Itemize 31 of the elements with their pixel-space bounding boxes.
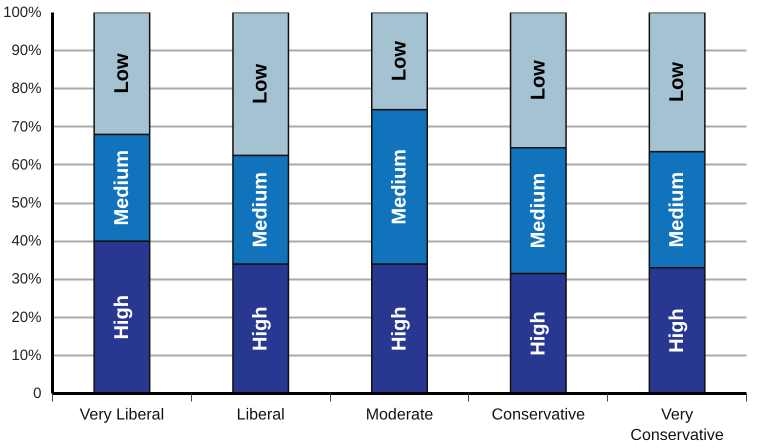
text: Low bbox=[250, 64, 272, 104]
y-tick-label: 70% bbox=[11, 118, 42, 136]
y-tick-label: 90% bbox=[11, 42, 42, 60]
x-tick-label: Conservative bbox=[492, 406, 586, 424]
text: Low bbox=[666, 62, 688, 102]
text: Medium bbox=[666, 172, 688, 248]
y-tick-label: 80% bbox=[11, 80, 42, 98]
text: High bbox=[666, 308, 688, 353]
y-tick-label: 50% bbox=[11, 194, 42, 212]
x-tick-label: Very Liberal bbox=[80, 406, 164, 424]
y-tick-label: 10% bbox=[11, 346, 42, 364]
y-tick-label: 30% bbox=[11, 270, 42, 288]
y-tick-label: 0 bbox=[33, 385, 42, 402]
text: Low bbox=[388, 41, 410, 82]
text: Medium bbox=[388, 149, 410, 225]
y-tick-label: 40% bbox=[11, 232, 42, 250]
series-label: Low bbox=[527, 60, 550, 100]
text: High bbox=[388, 306, 410, 351]
text: Medium bbox=[527, 172, 550, 248]
text: High bbox=[110, 295, 133, 340]
text: High bbox=[250, 306, 272, 351]
y-tick-label: 60% bbox=[11, 156, 42, 174]
series-label: High bbox=[527, 311, 550, 356]
series-label: Medium bbox=[110, 150, 133, 226]
y-tick-label: 100% bbox=[3, 4, 42, 21]
y-tick-label: 20% bbox=[11, 308, 42, 326]
x-tick-label: Liberal bbox=[236, 406, 285, 424]
x-tick-label: Moderate bbox=[366, 406, 434, 424]
x-tick-label: Very Conservative bbox=[630, 406, 724, 444]
text: Low bbox=[110, 53, 133, 94]
text: Medium bbox=[250, 172, 272, 248]
